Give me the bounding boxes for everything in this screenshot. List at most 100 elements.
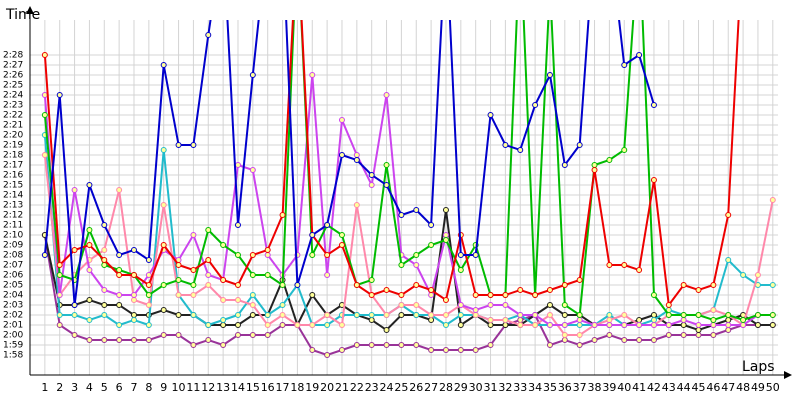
- lap-point: [309, 232, 316, 238]
- lap-point: [576, 342, 583, 348]
- lap-point: [532, 102, 539, 108]
- x-tick-label: 26: [409, 381, 423, 394]
- lap-point: [457, 312, 464, 318]
- lap-point: [576, 332, 583, 338]
- lap-point: [264, 312, 271, 318]
- lap-point: [532, 322, 539, 328]
- lap-point: [561, 332, 568, 338]
- lap-point: [398, 342, 405, 348]
- lap-point: [428, 287, 435, 293]
- lap-point: [130, 312, 137, 318]
- lap-point: [665, 322, 672, 328]
- lap-point: [249, 72, 256, 78]
- lap-point: [101, 222, 108, 228]
- x-tick-label: 13: [216, 381, 230, 394]
- lap-point: [264, 272, 271, 278]
- lap-point: [175, 312, 182, 318]
- lap-point: [442, 237, 449, 243]
- lap-point: [205, 257, 212, 263]
- lap-point: [428, 222, 435, 228]
- lap-point: [160, 242, 167, 248]
- lap-point: [71, 247, 78, 253]
- lap-point: [546, 287, 553, 293]
- lap-point: [650, 317, 657, 323]
- y-tick-label: 2:19: [3, 141, 23, 151]
- lap-point: [442, 322, 449, 328]
- lap-point: [680, 312, 687, 318]
- lap-point: [502, 142, 509, 148]
- lap-point: [517, 317, 524, 323]
- lap-point: [368, 312, 375, 318]
- lap-point: [546, 342, 553, 348]
- x-tick-label: 49: [751, 381, 765, 394]
- x-tick-label: 29: [454, 381, 468, 394]
- lap-point: [279, 302, 286, 308]
- lap-point: [71, 332, 78, 338]
- lap-point: [487, 302, 494, 308]
- lap-point: [740, 272, 747, 278]
- lap-point: [116, 267, 123, 273]
- lap-point: [754, 312, 761, 318]
- lap-point: [383, 182, 390, 188]
- lap-point: [160, 62, 167, 68]
- lap-point: [532, 292, 539, 298]
- series-line: [43, 134, 773, 327]
- lap-point: [769, 197, 776, 203]
- lap-point: [606, 332, 613, 338]
- y-tick-label: 2:11: [3, 221, 23, 231]
- lap-point: [249, 292, 256, 298]
- lap-point: [680, 282, 687, 288]
- lap-point: [517, 312, 524, 318]
- lap-point: [234, 222, 241, 228]
- lap-point: [205, 272, 212, 278]
- lap-point: [398, 262, 405, 268]
- y-tick-label: 2:05: [3, 281, 23, 291]
- x-tick-label: 11: [186, 381, 200, 394]
- x-tick-label: 16: [261, 381, 275, 394]
- lap-point: [190, 342, 197, 348]
- x-tick-label: 12: [201, 381, 215, 394]
- lap-point: [309, 252, 316, 258]
- y-tick-label: 2:26: [3, 71, 23, 81]
- lap-point: [160, 202, 167, 208]
- lap-point: [190, 312, 197, 318]
- y-tick-label: 2:04: [3, 291, 23, 301]
- y-tick-label: 2:16: [3, 171, 23, 181]
- lap-point: [576, 142, 583, 148]
- y-tick-label: 2:02: [3, 311, 23, 321]
- lap-point: [101, 287, 108, 293]
- lap-point: [710, 317, 717, 323]
- lap-point: [695, 327, 702, 333]
- lap-point: [561, 162, 568, 168]
- lap-point: [220, 277, 227, 283]
- y-tick-label: 2:15: [3, 181, 23, 191]
- lap-point: [56, 272, 63, 278]
- lap-point: [769, 282, 776, 288]
- x-tick-label: 1: [41, 381, 48, 394]
- x-tick-label: 2: [56, 381, 63, 394]
- lap-point: [71, 187, 78, 193]
- x-tick-label: 15: [246, 381, 260, 394]
- y-tick-label: 2:10: [3, 231, 23, 241]
- lap-point: [56, 312, 63, 318]
- x-tick-label: 31: [484, 381, 498, 394]
- x-tick-label: 36: [558, 381, 572, 394]
- lap-point: [160, 307, 167, 313]
- lap-point: [561, 322, 568, 328]
- lap-point: [116, 292, 123, 298]
- lap-point: [190, 267, 197, 273]
- lap-point: [472, 347, 479, 353]
- lap-point: [338, 117, 345, 123]
- x-tick-label: 30: [469, 381, 483, 394]
- lap-point: [353, 342, 360, 348]
- lap-point: [249, 332, 256, 338]
- lap-point: [41, 112, 48, 118]
- lap-point: [576, 312, 583, 318]
- lap-point: [338, 347, 345, 353]
- lap-point: [205, 32, 212, 38]
- x-tick-label: 21: [335, 381, 349, 394]
- lap-point: [145, 292, 152, 298]
- lap-point: [398, 292, 405, 298]
- lap-point: [353, 312, 360, 318]
- lap-point: [665, 332, 672, 338]
